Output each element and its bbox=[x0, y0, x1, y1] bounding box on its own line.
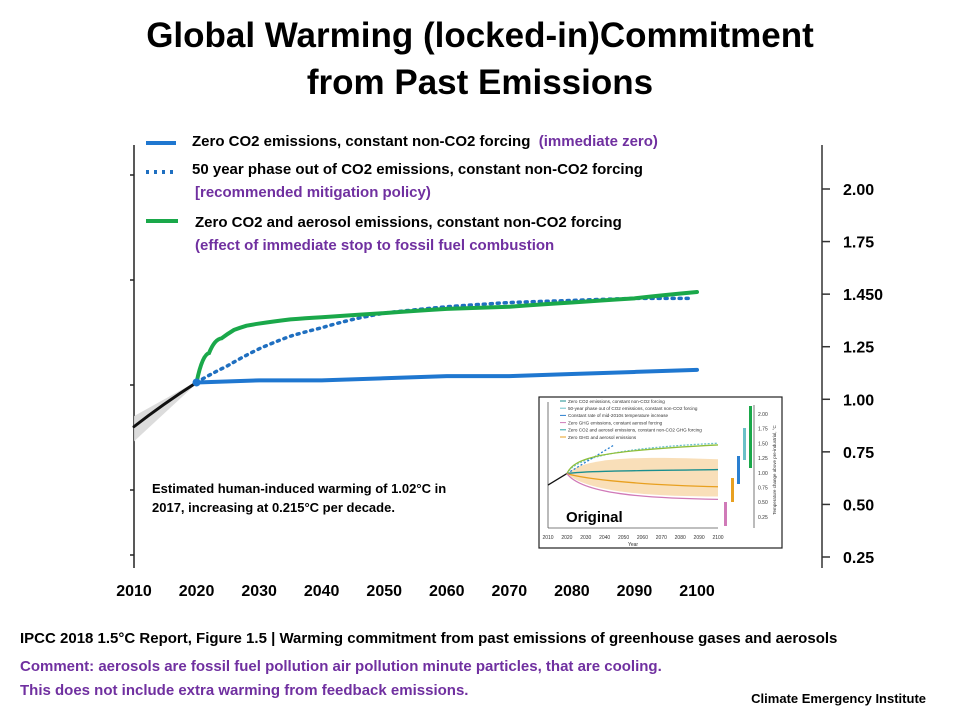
x-tick-label-2010: 2010 bbox=[116, 583, 152, 600]
y-tick-label-1.450: 1.450 bbox=[843, 287, 883, 304]
legend-text-zero-co2: Zero CO2 emissions, constant non-CO2 for… bbox=[192, 133, 531, 150]
x-tick-label-2060: 2060 bbox=[429, 583, 465, 600]
inset-uncertainty-region bbox=[566, 457, 718, 497]
inset-x-tick-2020: 2020 bbox=[561, 535, 572, 541]
figure-caption: IPCC 2018 1.5°C Report, Figure 1.5 | War… bbox=[20, 630, 838, 647]
x-tick-label-2090: 2090 bbox=[617, 583, 653, 600]
x-tick-label-2030: 2030 bbox=[241, 583, 277, 600]
x-tick-label-2040: 2040 bbox=[304, 583, 340, 600]
inset-x-tick-2100: 2100 bbox=[712, 535, 723, 541]
inset-legend-text-1: 50-year phase out of CO2 emissions, cons… bbox=[568, 406, 698, 411]
title-line-1: Global Warming (locked-in)Commitment bbox=[146, 16, 814, 55]
inset-x-tick-2070: 2070 bbox=[656, 535, 667, 541]
inset-range-bar-3 bbox=[743, 428, 746, 460]
series-line-2 bbox=[194, 290, 699, 385]
x-tick-label-2020: 2020 bbox=[179, 583, 215, 600]
y-tick-label-1.00: 1.00 bbox=[843, 392, 874, 409]
inset-series-line-5 bbox=[566, 472, 719, 488]
inset-legend-text-0: Zero CO2 emissions, constant non-CO2 for… bbox=[568, 399, 665, 404]
inset-legend-text-3: Zero GHG emissions, constant aerosol for… bbox=[568, 420, 663, 425]
x-tick-label-2070: 2070 bbox=[492, 583, 528, 600]
inset-series-line-6 bbox=[566, 473, 719, 501]
inset-x-tick-2080: 2080 bbox=[675, 535, 686, 541]
inset-range-bar-4 bbox=[749, 406, 752, 468]
inset-y-tick-0.50: 0.50 bbox=[758, 500, 768, 506]
inset-legend-text-4: Zero CO2 and aerosol emissions, constant… bbox=[568, 428, 702, 433]
legend-text-phase-out: 50 year phase out of CO2 emissions, cons… bbox=[192, 161, 643, 178]
credit: Climate Emergency Institute bbox=[751, 691, 926, 706]
x-tick-label-2100: 2100 bbox=[679, 583, 715, 600]
inset-y-tick-2.00: 2.00 bbox=[758, 412, 768, 418]
inset-y-label: Temperature change above pre-industrial,… bbox=[772, 424, 777, 514]
inset-range-bar-0 bbox=[724, 502, 727, 526]
inset-legend-text-5: Zero GHG and aerosol emissions bbox=[568, 435, 637, 440]
annotation: Estimated human-induced warming of 1.02°… bbox=[152, 479, 482, 517]
annotation-line-2: 2017, increasing at 0.215°C per decade. bbox=[152, 500, 395, 515]
inset-range-bar-1 bbox=[731, 478, 734, 502]
y-tick-label-2.00: 2.00 bbox=[843, 182, 874, 199]
title-line-2: from Past Emissions bbox=[306, 63, 654, 102]
slide-title: Global Warming (locked-in)Commitment fro… bbox=[0, 12, 960, 106]
inset-y-tick-0.75: 0.75 bbox=[758, 486, 768, 492]
legend-entry-phase-out: 50 year phase out of CO2 emissions, cons… bbox=[192, 161, 643, 178]
inset-x-label: Year bbox=[628, 542, 638, 548]
legend-text-zero-aerosol: Zero CO2 and aerosol emissions, constant… bbox=[195, 214, 622, 231]
y-tick-label-0.75: 0.75 bbox=[843, 445, 874, 462]
legend-entry-zero-aerosol: Zero CO2 and aerosol emissions, constant… bbox=[195, 214, 622, 231]
annotation-line-1: Estimated human-induced warming of 1.02°… bbox=[152, 481, 447, 496]
inset-x-tick-2040: 2040 bbox=[599, 535, 610, 541]
inset-x-tick-2030: 2030 bbox=[580, 535, 591, 541]
legend-note-zero-co2: (immediate zero) bbox=[538, 133, 658, 150]
inset-series-line-3 bbox=[566, 444, 615, 475]
y-tick-label-1.25: 1.25 bbox=[843, 340, 874, 357]
inset-y-tick-1.50: 1.50 bbox=[758, 441, 768, 447]
series-start-point bbox=[192, 378, 201, 387]
comment-line-2: This does not include extra warming from… bbox=[20, 682, 469, 699]
y-tick-label-0.25: 0.25 bbox=[843, 550, 874, 567]
x-tick-label-2050: 2050 bbox=[366, 583, 402, 600]
legend-note-zero-aerosol: (effect of immediate stop to fossil fuel… bbox=[195, 237, 555, 254]
inset-x-tick-2090: 2090 bbox=[694, 535, 705, 541]
inset-y-tick-1.00: 1.00 bbox=[758, 471, 768, 477]
inset-y-tick-0.25: 0.25 bbox=[758, 515, 768, 521]
inset-series-line-1 bbox=[566, 468, 719, 475]
x-tick-label-2080: 2080 bbox=[554, 583, 590, 600]
inset-original-label: Original bbox=[566, 509, 623, 526]
y-tick-label-0.50: 0.50 bbox=[843, 497, 874, 514]
inset-x-tick-2060: 2060 bbox=[637, 535, 648, 541]
inset-legend-text-2: Constant rate of mid-2010s temperature i… bbox=[568, 413, 669, 418]
series-line-0 bbox=[194, 367, 699, 385]
legend-note-phase-out: [recommended mitigation policy) bbox=[195, 184, 431, 201]
inset-series-line-0 bbox=[547, 473, 568, 486]
y-tick-label-1.75: 1.75 bbox=[843, 235, 874, 252]
inset-range-bar-2 bbox=[737, 456, 740, 484]
inset-x-tick-2010: 2010 bbox=[542, 535, 553, 541]
comment-line-1: Comment: aerosols are fossil fuel pollut… bbox=[20, 658, 662, 675]
series-line-3 bbox=[132, 380, 199, 429]
inset-y-tick-1.25: 1.25 bbox=[758, 456, 768, 462]
inset-y-tick-1.75: 1.75 bbox=[758, 427, 768, 433]
legend-entry-zero-co2: Zero CO2 emissions, constant non-CO2 for… bbox=[192, 133, 658, 150]
historical-uncertainty-band bbox=[134, 381, 197, 442]
inset-series-line-4 bbox=[566, 444, 719, 474]
inset-x-tick-2050: 2050 bbox=[618, 535, 629, 541]
